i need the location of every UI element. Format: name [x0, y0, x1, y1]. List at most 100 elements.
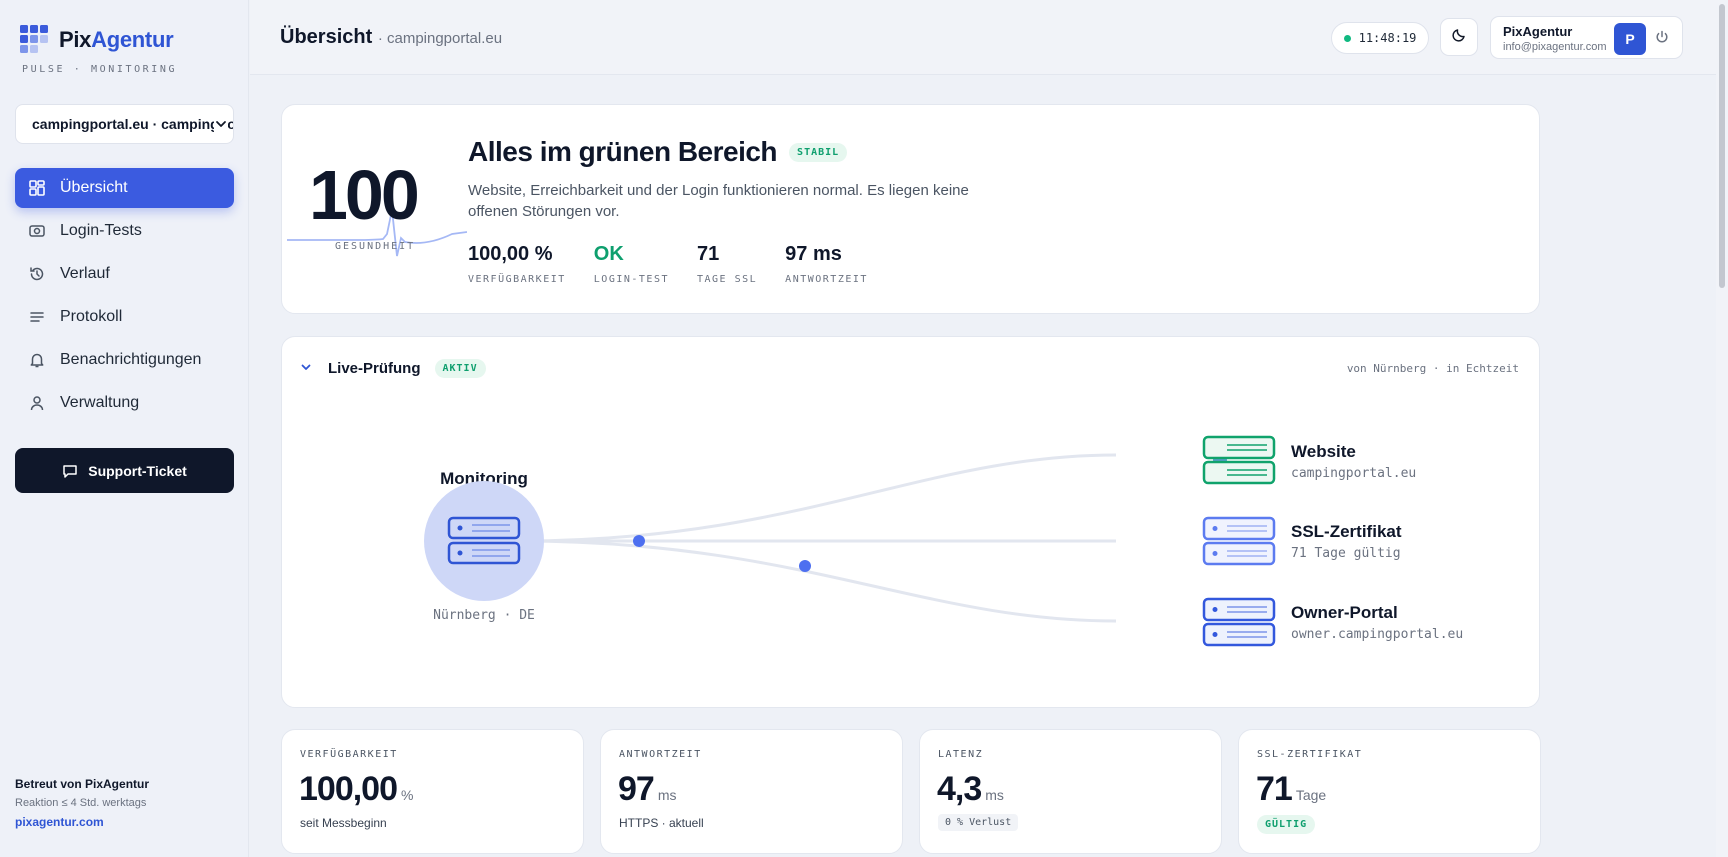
live-check-source: von Nürnberg · in Echtzeit	[1346, 362, 1519, 375]
sidebar-item-label: Verwaltung	[60, 394, 140, 411]
target-owner-portal[interactable]: Owner-Portal owner.campingportal.eu	[1202, 597, 1463, 647]
footer-response-time: Reaktion ≤ 4 Std. werktags	[15, 797, 147, 809]
origin-location: Nürnberg · DE	[433, 608, 535, 623]
sidebar-item-protokoll[interactable]: Protokoll	[15, 297, 234, 337]
health-title: Alles im grünen Bereich STABIL	[468, 136, 848, 168]
footer-link[interactable]: pixagentur.com	[15, 815, 104, 829]
list-icon	[28, 308, 46, 326]
brand-logo[interactable]: PixAgentur	[20, 25, 174, 55]
ssl-valid-badge: GÜLTIG	[1257, 815, 1316, 834]
target-name: SSL-Zertifikat	[1291, 522, 1402, 541]
metric-value: 71 Tage	[1256, 770, 1327, 808]
power-icon[interactable]	[1654, 29, 1670, 50]
sidebar-item-label: Login-Tests	[60, 222, 142, 239]
live-clock: 11:48:19	[1331, 22, 1429, 54]
server-icon	[447, 516, 521, 565]
metric-label: LATENZ	[938, 749, 984, 760]
sidebar-nav: Übersicht Login-Tests Verlauf Protokoll …	[15, 168, 234, 426]
health-score-label: GESUNDHEIT	[335, 241, 416, 252]
camera-icon	[28, 222, 46, 240]
brand-tagline: PULSE · MONITORING	[22, 64, 178, 75]
metric-sub: seit Messbeginn	[300, 816, 387, 830]
metric-response-time: ANTWORTZEIT 97 ms HTTPS · aktuell	[600, 729, 903, 854]
target-name: Owner-Portal	[1291, 603, 1398, 622]
sidebar-item-verwaltung[interactable]: Verwaltung	[15, 383, 234, 423]
packet-loss-badge: 0 % Verlust	[938, 814, 1019, 831]
server-icon	[1202, 597, 1276, 647]
metric-latency: LATENZ 4,3 ms 0 % Verlust	[919, 729, 1222, 854]
site-select[interactable]: campingportal.eu · campingportal.eu	[15, 104, 234, 144]
live-check-diagram: Monitoring Nürnberg · DE Website camping…	[424, 435, 1463, 647]
origin-title: Monitoring	[440, 469, 528, 488]
sidebar-item-label: Protokoll	[60, 308, 123, 325]
packet-dot	[633, 535, 645, 547]
sidebar-item-uebersicht[interactable]: Übersicht	[15, 168, 234, 208]
status-dot-icon	[1343, 34, 1351, 42]
live-check-header[interactable]: Live-Prüfung AKTIV	[300, 359, 486, 378]
metric-label: VERFÜGBARKEIT	[300, 749, 398, 760]
connection-owner-portal	[518, 539, 1117, 623]
target-detail: 71 Tage gültig	[1291, 546, 1401, 561]
bell-icon	[28, 351, 46, 369]
moon-icon	[1451, 27, 1467, 48]
metric-availability: VERFÜGBARKEIT 100,00% seit Messbeginn	[281, 729, 584, 854]
scrollbar[interactable]	[1716, 0, 1728, 857]
chevron-down-icon[interactable]	[300, 360, 312, 378]
sidebar-item-verlauf[interactable]: Verlauf	[15, 254, 234, 294]
user-icon	[28, 394, 46, 412]
sidebar-item-login-tests[interactable]: Login-Tests	[15, 211, 234, 251]
stat-login-test: OK LOGIN-TEST	[593, 243, 669, 285]
support-ticket-label: Support-Ticket	[88, 462, 187, 479]
target-name: Website	[1291, 442, 1356, 461]
metric-label: ANTWORTZEIT	[619, 749, 702, 760]
server-icon	[1202, 516, 1276, 566]
support-ticket-button[interactable]: Support-Ticket	[15, 448, 234, 493]
sidebar-item-benachrichtigungen[interactable]: Benachrichtigungen	[15, 340, 234, 380]
status-badge: STABIL	[789, 142, 848, 162]
connection-website	[518, 453, 1117, 543]
theme-toggle-button[interactable]	[1440, 18, 1478, 56]
history-icon	[28, 265, 46, 283]
sidebar-footer: Betreut von PixAgentur Reaktion ≤ 4 Std.…	[15, 777, 149, 829]
pulse-line-icon	[287, 210, 467, 257]
chat-icon	[62, 463, 78, 479]
page-title: Übersicht · campingportal.eu	[280, 26, 503, 48]
sidebar-item-label: Verlauf	[60, 265, 110, 282]
sidebar-item-label: Übersicht	[60, 179, 128, 196]
logo-grid-icon	[20, 25, 52, 55]
target-website[interactable]: Website campingportal.eu	[1202, 435, 1416, 485]
health-stats: 100,00 % VERFÜGBARKEIT OK LOGIN-TEST 71 …	[468, 243, 896, 285]
packet-dot	[799, 560, 811, 572]
sidebar-item-label: Benachrichtigungen	[60, 351, 202, 368]
metric-ssl-certificate: SSL-ZERTIFIKAT 71 Tage GÜLTIG	[1238, 729, 1541, 854]
target-detail: campingportal.eu	[1291, 466, 1416, 481]
target-detail: owner.campingportal.eu	[1291, 627, 1463, 642]
health-card: 100 GESUNDHEIT Alles im grünen Bereich S…	[281, 104, 1540, 314]
top-header: Übersicht · campingportal.eu 11:48:19 Pi…	[250, 0, 1728, 75]
target-ssl-certificate[interactable]: SSL-Zertifikat 71 Tage gültig	[1202, 516, 1402, 566]
page-subtitle: · campingportal.eu	[377, 30, 503, 47]
dashboard-icon	[28, 179, 46, 197]
footer-managed-by: Betreut von PixAgentur	[15, 777, 150, 791]
origin-node	[424, 481, 544, 601]
live-status-badge: AKTIV	[434, 359, 486, 378]
brand-name: PixAgentur	[59, 27, 174, 52]
metric-value: 100,00%	[299, 770, 414, 808]
stat-ssl-days: 71 TAGE SSL	[697, 243, 758, 285]
health-score: 100	[309, 156, 420, 234]
avatar[interactable]: P	[1614, 23, 1646, 55]
metric-value: 97 ms	[618, 770, 677, 808]
metric-sub: HTTPS · aktuell	[619, 816, 704, 830]
server-icon	[1202, 435, 1276, 485]
site-select-value: campingportal.eu · campingportal.eu	[32, 116, 233, 132]
user-email: info@pixagentur.com	[1503, 41, 1607, 53]
live-check-card: Live-Prüfung AKTIV von Nürnberg · in Ech…	[281, 336, 1540, 708]
chevron-down-icon	[214, 116, 228, 132]
user-menu[interactable]: PixAgentur info@pixagentur.com P	[1490, 16, 1683, 59]
stat-response-time: 97 ms ANTWORTZEIT	[785, 243, 868, 285]
sidebar: PixAgentur PULSE · MONITORING campingpor…	[0, 0, 249, 857]
scrollbar-thumb[interactable]	[1719, 4, 1725, 288]
health-description: Website, Erreichbarkeit und der Login fu…	[468, 182, 969, 220]
user-name: PixAgentur	[1503, 24, 1573, 39]
live-check-title: Live-Prüfung	[328, 360, 421, 377]
